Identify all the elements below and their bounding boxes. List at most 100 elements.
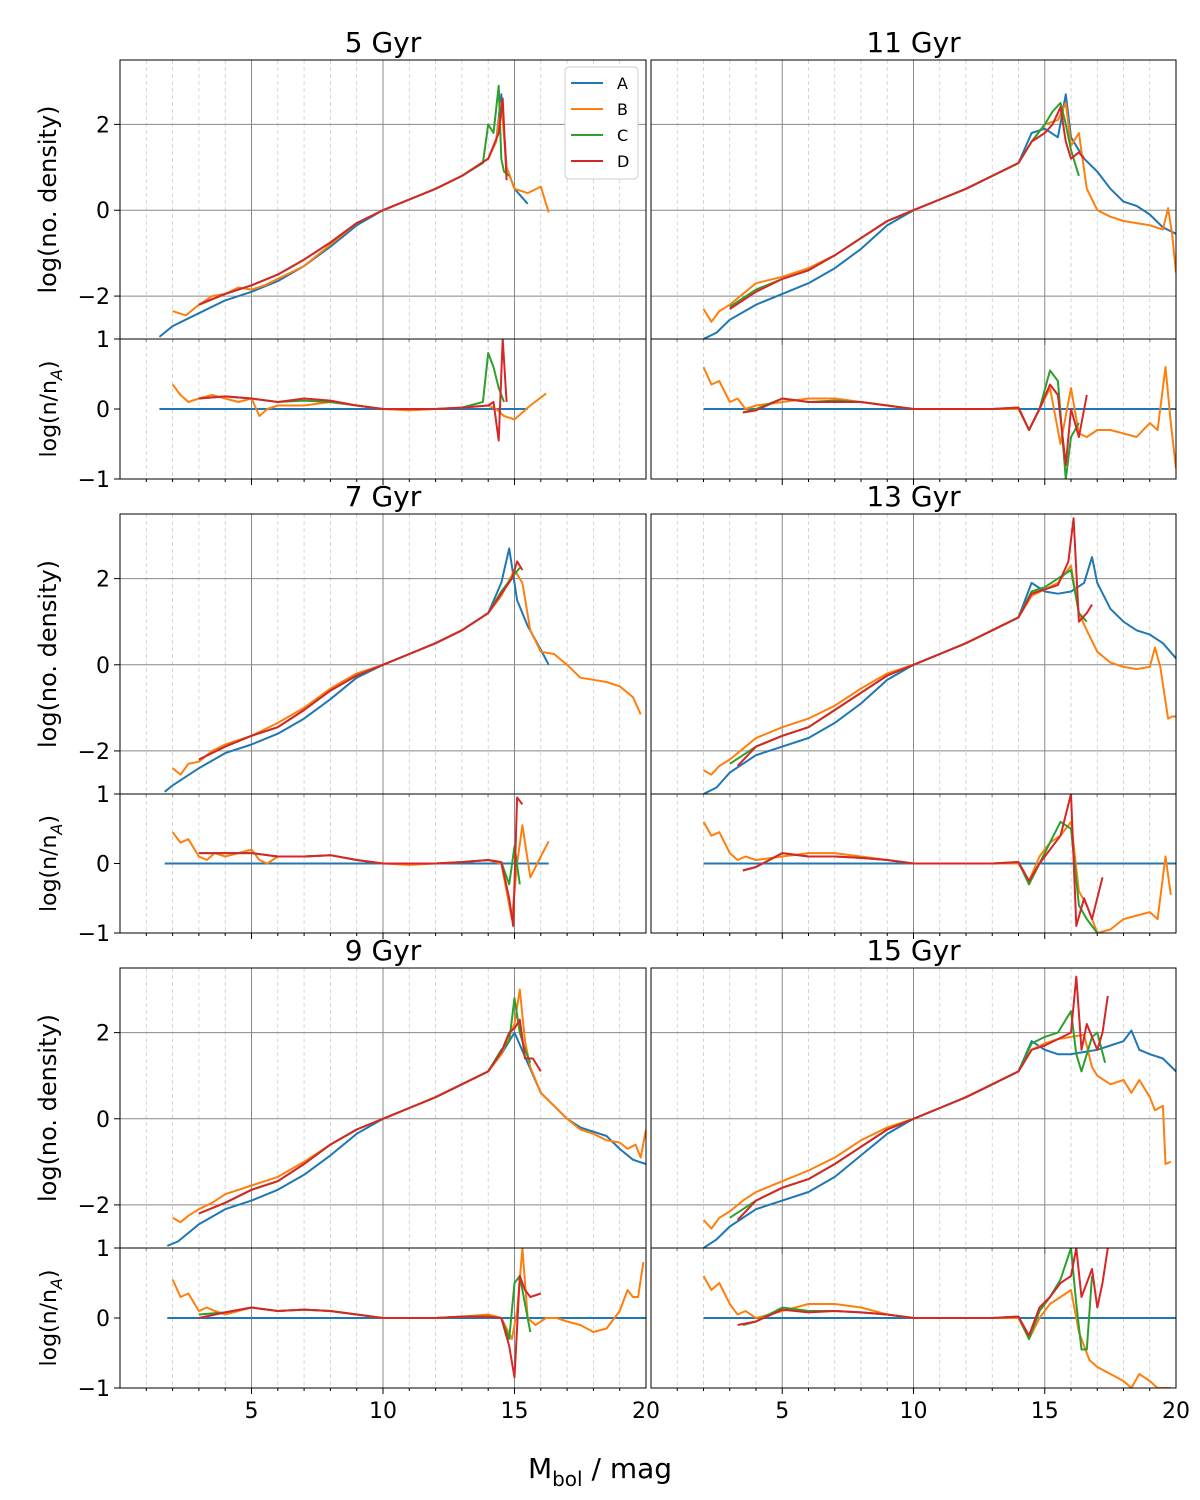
ratio-axes xyxy=(650,793,1177,939)
series-lines xyxy=(166,988,646,1247)
y-label-main: log(n/n xyxy=(37,835,62,912)
y-tick-label: 1 xyxy=(96,783,110,808)
y-tick-label: −2 xyxy=(78,285,110,310)
y-tick-label: 1 xyxy=(96,328,110,353)
y-tick-label: 0 xyxy=(96,199,110,224)
panel-7-gyr: 7 Gyr −2 0 2 log(no. density) −1 0 1 log(n/nA) xyxy=(34,480,647,947)
series-lines xyxy=(164,547,642,793)
x-tick-label: 10 xyxy=(900,1399,928,1424)
series-lines xyxy=(702,975,1176,1248)
legend-label-b: B xyxy=(617,100,628,119)
main-axes: −2 0 2 log(no. density) xyxy=(34,59,647,345)
legend-label-c: C xyxy=(617,126,628,145)
y-tick-label: 0 xyxy=(96,398,110,423)
panel-title: 7 Gyr xyxy=(345,480,422,513)
panel-13-gyr: 13 Gyr xyxy=(650,480,1177,939)
y-label-suffix: ) xyxy=(37,815,62,824)
x-tick-label: 10 xyxy=(369,1399,397,1424)
series-line-d xyxy=(198,1275,542,1379)
y-label-sub: A xyxy=(47,824,66,836)
y-tick-label: 2 xyxy=(96,568,110,593)
panel-title: 11 Gyr xyxy=(866,26,961,59)
ratio-axes: −1 0 1 log(n/nA) xyxy=(37,328,647,493)
x-tick-label: 20 xyxy=(632,1399,660,1424)
legend-label-a: A xyxy=(617,74,628,93)
y-tick-label: 2 xyxy=(96,113,110,138)
ratio-y-axis-label: log(n/nA) xyxy=(37,1270,66,1367)
panel-9-gyr: 9 Gyr −2 0 2 log(no. density) −1 0 1 log(n/nA) 5 1… xyxy=(34,934,660,1424)
y-label-sub: A xyxy=(47,369,66,381)
ratio-axes xyxy=(650,338,1177,485)
series-lines xyxy=(159,339,547,442)
series-line-d xyxy=(736,975,1109,1221)
main-y-axis-label: log(no. density) xyxy=(34,105,62,293)
ratio-axes: −1 0 1 log(n/nA) xyxy=(37,783,647,947)
series-line-d xyxy=(736,517,1093,767)
y-tick-label: 0 xyxy=(96,654,110,679)
legend-box xyxy=(564,66,639,180)
panel-title: 15 Gyr xyxy=(866,934,961,967)
ratio-y-axis-label: log(n/nA) xyxy=(37,361,66,458)
series-lines xyxy=(702,366,1176,479)
x-tick-label: 5 xyxy=(245,1399,259,1424)
y-tick-label: 1 xyxy=(96,1237,110,1262)
series-lines xyxy=(703,517,1176,794)
x-axis-label: Mbol / mag xyxy=(528,1452,672,1491)
panel-title: 13 Gyr xyxy=(866,480,961,513)
y-label-suffix: ) xyxy=(37,1270,62,1279)
y-tick-label: 2 xyxy=(96,1022,110,1047)
series-line-d xyxy=(737,1248,1109,1337)
panel-title: 9 Gyr xyxy=(345,934,422,967)
series-line-d xyxy=(742,794,1104,927)
main-y-axis-label: log(no. density) xyxy=(34,560,62,748)
series-lines xyxy=(164,796,550,927)
panel-15-gyr: 15 Gyr 5 10 15 20 xyxy=(650,934,1190,1424)
series-line-d xyxy=(729,106,1085,310)
main-y-axis-label: log(no. density) xyxy=(34,1014,62,1202)
series-line-d xyxy=(742,383,1088,466)
ratio-axes xyxy=(650,1247,1177,1394)
panel-11-gyr: 11 Gyr xyxy=(650,26,1177,485)
main-axes: −2 0 2 log(no. density) xyxy=(34,967,647,1254)
y-tick-label: 0 xyxy=(96,1307,110,1332)
y-tick-label: −1 xyxy=(78,468,110,493)
series-line-d xyxy=(198,560,524,761)
y-tick-label: −1 xyxy=(78,1377,110,1402)
y-tick-label: −2 xyxy=(78,1194,110,1219)
y-label-main: log(n/n xyxy=(37,1289,62,1366)
series-lines xyxy=(702,794,1176,933)
series-lines xyxy=(158,84,550,338)
legend-label-d: D xyxy=(617,152,629,171)
x-tick-label: 5 xyxy=(775,1399,789,1424)
series-lines xyxy=(702,93,1176,339)
x-axis-label-main: M xyxy=(528,1452,552,1485)
panel-title: 5 Gyr xyxy=(345,26,422,59)
y-tick-label: −1 xyxy=(78,922,110,947)
x-tick-label: 20 xyxy=(1162,1399,1190,1424)
series-line-d xyxy=(198,97,508,306)
y-tick-label: −2 xyxy=(78,740,110,765)
x-tick-label: 15 xyxy=(501,1399,529,1424)
series-line-d xyxy=(198,339,508,442)
y-label-suffix: ) xyxy=(37,361,62,370)
series-line-d xyxy=(198,796,524,927)
ratio-y-axis-label: log(n/nA) xyxy=(37,815,66,912)
x-tick-label: 15 xyxy=(1031,1399,1059,1424)
series-line-d xyxy=(198,1018,542,1215)
main-axes xyxy=(650,513,1177,800)
y-tick-label: 0 xyxy=(96,853,110,878)
series-lines xyxy=(702,1248,1176,1388)
y-tick-label: 0 xyxy=(96,1108,110,1133)
series-lines xyxy=(167,1248,646,1379)
ratio-axes: −1 0 1 log(n/nA) xyxy=(37,1237,647,1402)
y-label-main: log(n/n xyxy=(37,380,62,457)
y-label-sub: A xyxy=(47,1278,66,1290)
main-axes xyxy=(650,967,1177,1254)
x-axis-label-sub: bol xyxy=(552,1467,583,1491)
x-axis-label-suffix: / mag xyxy=(583,1452,672,1485)
